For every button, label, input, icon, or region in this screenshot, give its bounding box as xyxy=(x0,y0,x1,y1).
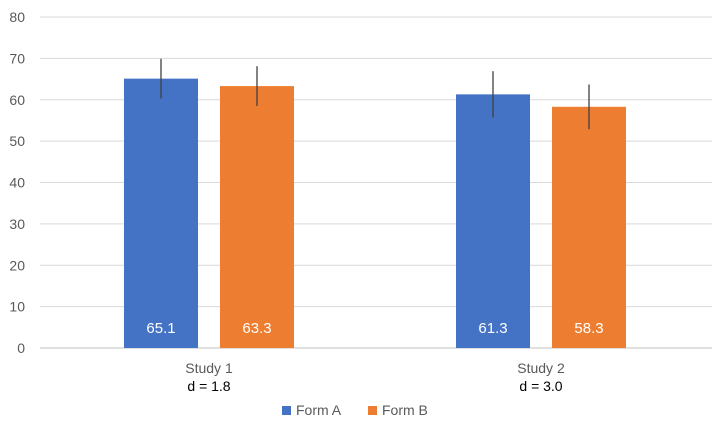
legend-label: Form B xyxy=(382,402,428,418)
y-axis-ticks: 0 10 20 30 40 50 60 70 80 xyxy=(9,9,25,356)
legend-swatch xyxy=(368,406,377,415)
error-bars xyxy=(160,58,590,130)
legend-label: Form A xyxy=(296,402,342,418)
bar xyxy=(456,94,530,348)
bar xyxy=(220,86,294,348)
y-tick-label: 20 xyxy=(9,257,25,273)
y-tick-label: 30 xyxy=(9,216,25,232)
category-sublabel: d = 3.0 xyxy=(519,378,562,394)
y-tick-label: 70 xyxy=(9,50,25,66)
y-tick-label: 10 xyxy=(9,299,25,315)
y-tick-label: 0 xyxy=(17,340,25,356)
category-label: Study 1 xyxy=(185,360,233,376)
data-label: 65.1 xyxy=(146,320,175,337)
bars xyxy=(124,78,626,349)
legend: Form A Form B xyxy=(282,402,428,418)
bar xyxy=(124,78,198,349)
data-labels: 65.1 63.3 61.3 58.3 xyxy=(146,320,603,337)
bar xyxy=(552,106,626,348)
y-tick-label: 80 xyxy=(9,9,25,25)
x-axis-labels: Study 1 d = 1.8 Study 2 d = 3.0 xyxy=(185,360,565,394)
y-tick-label: 60 xyxy=(9,92,25,108)
data-label: 63.3 xyxy=(242,320,271,337)
category-sublabel: d = 1.8 xyxy=(187,378,230,394)
data-label: 58.3 xyxy=(574,320,603,337)
y-tick-label: 50 xyxy=(9,133,25,149)
data-label: 61.3 xyxy=(478,320,507,337)
category-label: Study 2 xyxy=(517,360,565,376)
y-tick-label: 40 xyxy=(9,175,25,191)
legend-swatch xyxy=(282,406,291,415)
